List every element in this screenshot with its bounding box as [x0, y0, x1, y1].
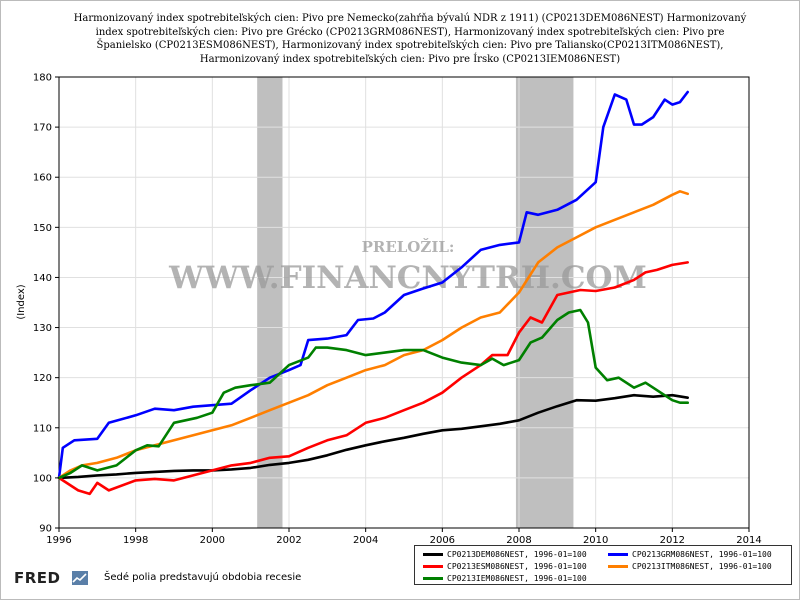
legend-item-ie: CP0213IEM086NEST, 1996-01=100: [423, 573, 587, 584]
x-tick-label: 2000: [200, 535, 225, 546]
watermark-line-1: PRELOŽIL:: [362, 238, 455, 256]
series-line-es: [57, 261, 690, 496]
y-tick-label: 140: [33, 273, 52, 284]
recession-shading: [257, 77, 574, 528]
fred-chart-icon: [72, 571, 88, 585]
y-tick-label: 180: [33, 73, 52, 84]
y-tick-label: 130: [33, 323, 52, 334]
legend-swatch-ie: [423, 577, 443, 580]
y-tick-label: 160: [33, 173, 52, 184]
x-tick-label: 2014: [736, 535, 761, 546]
y-tick-label: 120: [33, 373, 52, 384]
y-tick-label: 90: [39, 524, 52, 535]
legend-swatch-es: [423, 565, 443, 568]
x-tick-label: 2002: [276, 535, 301, 546]
grid-lines: [58, 76, 750, 529]
watermark: PRELOŽIL: WWW.FINANCNYTRH.COM: [168, 238, 647, 296]
x-tick-label: 2004: [353, 535, 378, 546]
x-tick-label: 2010: [583, 535, 608, 546]
legend-item-es: CP0213ESM086NEST, 1996-01=100: [423, 561, 587, 572]
x-tick-label: 1996: [46, 535, 71, 546]
series-line-gr: [57, 90, 690, 480]
y-tick-label: 150: [33, 223, 52, 234]
y-axis-label: (Index): [16, 284, 27, 319]
legend-label-es: CP0213ESM086NEST, 1996-01=100: [447, 562, 587, 571]
legend-swatch-gr: [608, 553, 628, 556]
legend-label-it: CP0213ITM086NEST, 1996-01=100: [632, 562, 772, 571]
legend-label-de: CP0213DEM086NEST, 1996-01=100: [447, 550, 587, 559]
x-tick-label: 2006: [430, 535, 455, 546]
plot-area: [58, 76, 750, 529]
x-tick-label: 2008: [506, 535, 531, 546]
legend-item-gr: CP0213GRM086NEST, 1996-01=100: [608, 549, 772, 560]
x-tick-label: 2012: [660, 535, 685, 546]
legend-swatch-it: [608, 565, 628, 568]
recession-band-1: [515, 77, 574, 528]
legend-swatch-de: [423, 553, 443, 556]
y-tick-label: 170: [33, 123, 52, 134]
watermark-line-2: WWW.FINANCNYTRH.COM: [168, 260, 647, 296]
fred-logo: FRED: [14, 569, 61, 587]
legend-item-de: CP0213DEM086NEST, 1996-01=100: [423, 549, 587, 560]
series-lines: [57, 90, 690, 496]
y-tick-label: 110: [33, 423, 52, 434]
legend-item-it: CP0213ITM086NEST, 1996-01=100: [608, 561, 772, 572]
x-axis-ticks: 1996 1998 2000 2002 2004 2006 2008 2010 2012 2014: [46, 528, 762, 546]
legend: CP0213DEM086NEST, 1996-01=100 CP0213GRM0…: [414, 545, 792, 585]
legend-label-gr: CP0213GRM086NEST, 1996-01=100: [632, 550, 772, 559]
series-line-it: [57, 190, 690, 480]
x-tick-label: 1998: [123, 535, 148, 546]
recession-band-0: [257, 77, 283, 528]
recession-note: Šedé polia predstavujú obdobia recesie: [104, 572, 302, 583]
series-line-ie: [57, 308, 690, 480]
y-tick-label: 100: [33, 473, 52, 484]
chart-title: Harmonizovaný index spotrebiteľských cie…: [73, 13, 747, 65]
series-line-de: [57, 393, 690, 480]
y-axis-ticks: 90 100 110 120 130 140 150 160 170 180: [33, 73, 59, 535]
legend-label-ie: CP0213IEM086NEST, 1996-01=100: [447, 574, 587, 583]
